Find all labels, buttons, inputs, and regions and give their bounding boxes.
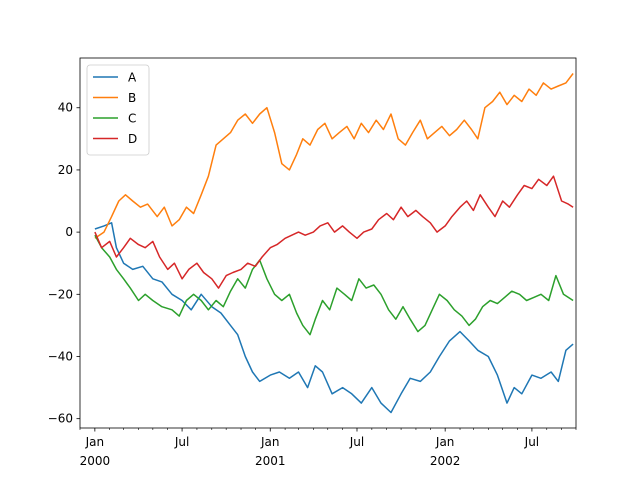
y-tick-label: −40 <box>48 349 73 363</box>
x-tick-label: Jul <box>349 435 364 449</box>
legend-label-a: A <box>128 71 137 85</box>
x-tick-label: Jan <box>435 435 455 449</box>
y-tick-label: 40 <box>58 101 73 115</box>
x-tick-label: Jul <box>174 435 189 449</box>
series-line-c <box>94 234 574 336</box>
legend-box <box>86 64 150 156</box>
y-tick-label: 20 <box>58 163 73 177</box>
y-tick-label: −60 <box>48 412 73 426</box>
y-tick-label: −20 <box>48 287 73 301</box>
x-tick-label: Jan <box>260 435 280 449</box>
series-line-a <box>94 222 574 414</box>
legend-label-b: B <box>128 91 136 105</box>
legend-label-d: D <box>128 132 137 146</box>
x-tick-year-label: 2002 <box>430 454 461 468</box>
x-tick-year-label: 2000 <box>80 454 111 468</box>
series-layer <box>94 73 574 414</box>
x-tick-label: Jan <box>85 435 105 449</box>
series-line-d <box>94 175 574 289</box>
x-tick-label: Jul <box>524 435 539 449</box>
legend-label-c: C <box>128 112 136 126</box>
axes-layer: 40 20 0 −20 −40 −60 Jan 2000 Jul Jan 2001 Jul Jan 200… <box>48 57 577 468</box>
series-line-b <box>94 73 574 239</box>
x-tick-year-label: 2001 <box>255 454 286 468</box>
y-tick-label: 0 <box>65 225 73 239</box>
